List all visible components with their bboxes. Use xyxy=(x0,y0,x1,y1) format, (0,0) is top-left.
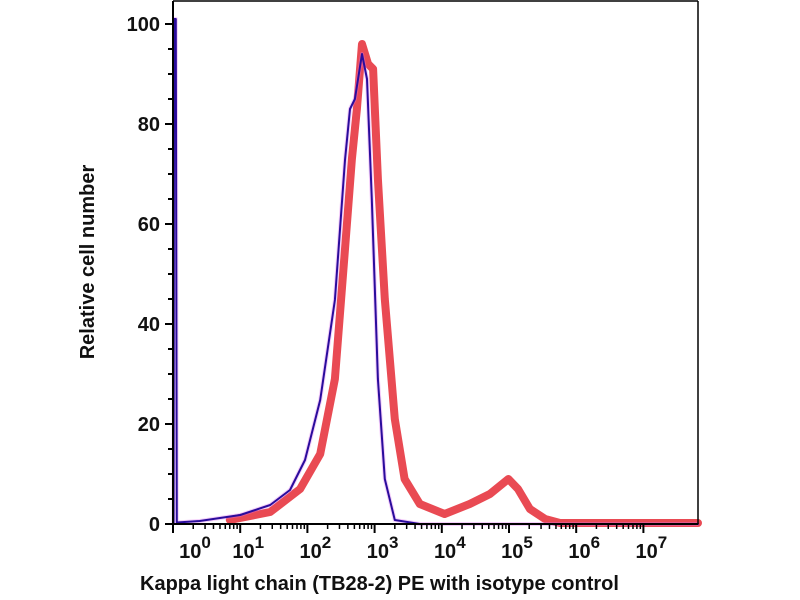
x-tick-exponent: 0 xyxy=(201,533,210,552)
x-tick-label: 102 xyxy=(300,533,332,563)
y-tick-label: 20 xyxy=(138,414,160,436)
series-group xyxy=(171,17,702,527)
x-tick-exponent: 2 xyxy=(322,533,331,552)
y-tick-label: 100 xyxy=(127,14,160,36)
x-tick-base: 10 xyxy=(434,541,456,563)
series-line-kappa xyxy=(225,40,702,527)
x-tick-label: 105 xyxy=(501,533,533,563)
y-tick-label: 0 xyxy=(149,514,160,536)
y-axis-title: Relative cell number xyxy=(77,165,99,360)
x-tick-exponent: 4 xyxy=(456,533,466,552)
x-tick-label: 106 xyxy=(568,533,600,563)
x-tick-label: 103 xyxy=(367,533,399,563)
x-tick-exponent: 1 xyxy=(255,533,264,552)
axes-group xyxy=(172,0,699,525)
x-tick-label: 101 xyxy=(232,533,264,563)
x-tick-base: 10 xyxy=(636,541,658,563)
x-tick-label: 107 xyxy=(636,533,668,563)
x-tick-base: 10 xyxy=(300,541,322,563)
x-tick-base: 10 xyxy=(367,541,389,563)
y-tick-label: 60 xyxy=(138,214,160,236)
x-tick-base: 10 xyxy=(501,541,523,563)
x-axis-title: Kappa light chain (TB28-2) PE with isoty… xyxy=(140,573,619,595)
y-tick-label: 80 xyxy=(138,114,160,136)
x-tick-exponent: 5 xyxy=(523,533,532,552)
x-tick-base: 10 xyxy=(568,541,590,563)
x-tick-exponent: 7 xyxy=(658,533,667,552)
x-tick-exponent: 3 xyxy=(389,533,398,552)
series-halo xyxy=(171,17,698,526)
x-tick-base: 10 xyxy=(179,541,201,563)
x-tick-label: 104 xyxy=(434,533,466,563)
x-tick-base: 10 xyxy=(232,541,254,563)
y-tick-label: 40 xyxy=(138,314,160,336)
x-tick-exponent: 6 xyxy=(591,533,600,552)
x-tick-label: 100 xyxy=(179,533,211,563)
series-line-isotype xyxy=(172,18,699,525)
